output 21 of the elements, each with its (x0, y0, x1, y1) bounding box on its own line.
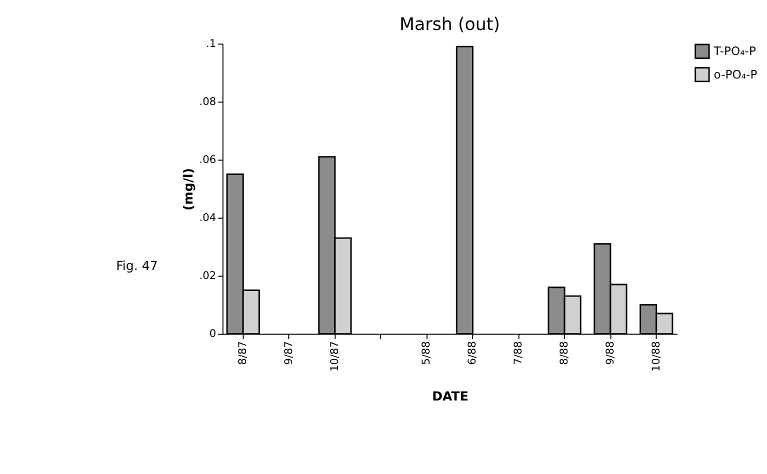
y-tick-label: .02 (199, 269, 216, 282)
x-tick-label: 7/88 (512, 340, 525, 365)
chart-title: Marsh (out) (400, 15, 500, 36)
y-tick-label: .1 (206, 37, 216, 50)
x-tick-label: 9/87 (282, 341, 295, 365)
y-tick-label: .06 (199, 153, 216, 166)
x-tick-label: 10/87 (328, 341, 341, 372)
x-tick-label: 5/88 (420, 340, 433, 365)
x-tick-label: 10/88 (649, 340, 662, 372)
legend-label: T-PO₄-P (712, 44, 756, 58)
y-tick-label: 0 (209, 327, 216, 340)
caption: Fig. 47 (116, 258, 158, 273)
x-tick-label: 9/88 (603, 340, 616, 365)
x-axis-title: DATE (432, 388, 468, 404)
y-tick-label: .04 (199, 211, 216, 224)
y-axis-title: (mg/l) (180, 168, 196, 210)
y-tick-label: .08 (199, 95, 216, 108)
x-tick-label: 6/88 (466, 340, 479, 365)
x-tick-label: 8/87 (236, 341, 250, 365)
x-tick-label: 8/88 (557, 340, 570, 365)
legend-label: o-PO₄-P (714, 67, 758, 82)
